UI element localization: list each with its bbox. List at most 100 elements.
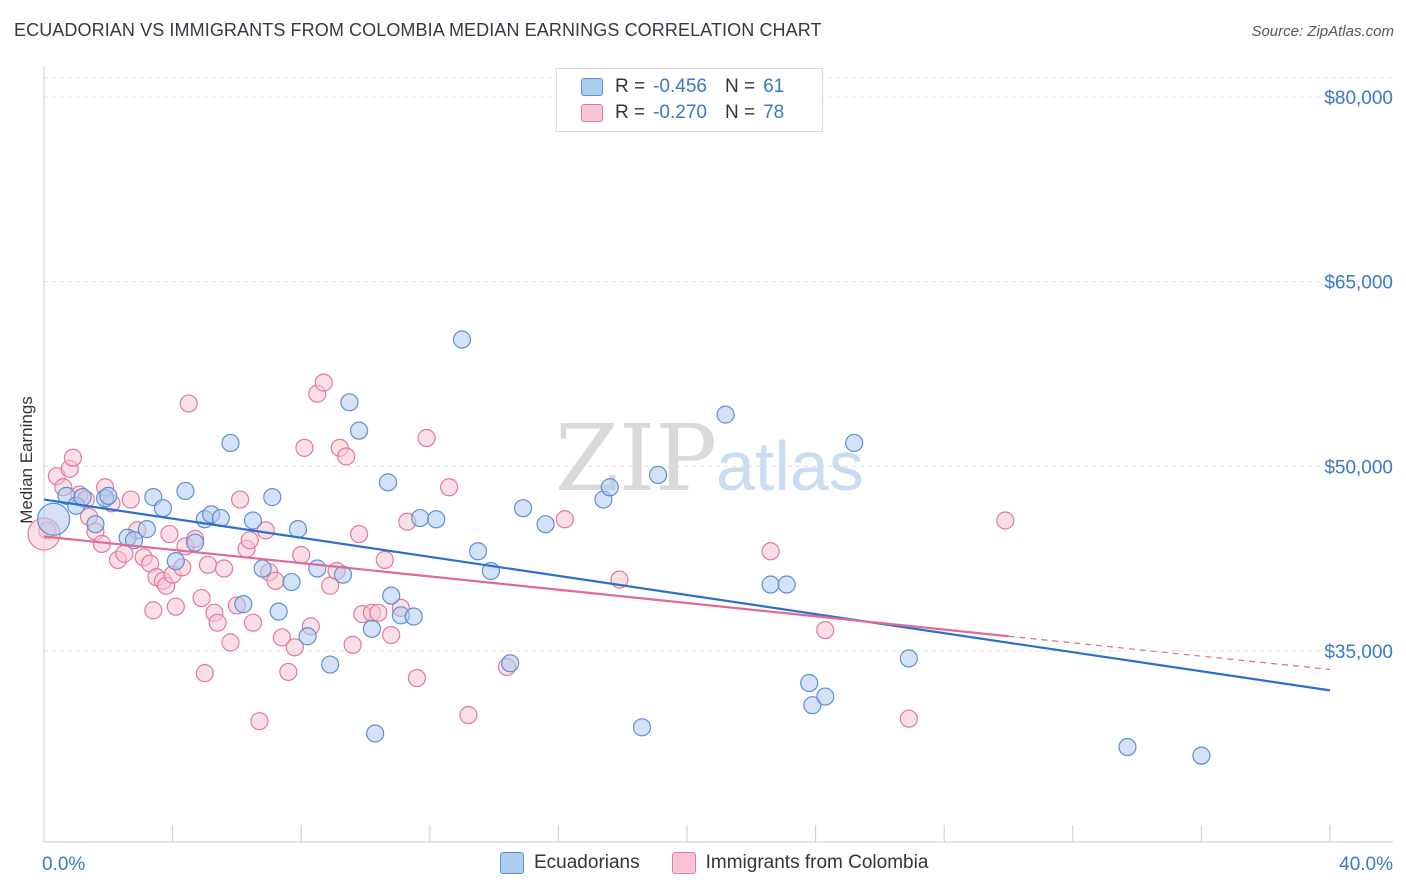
ecuadorian-point [501,654,520,673]
ecuadorian-point [308,559,327,578]
colombia-point [337,447,356,466]
series-legend: Ecuadorians Immigrants from Colombia [500,852,960,874]
ecuadorian-point [648,465,668,485]
legend-item-ecuadorians[interactable]: Ecuadorians [500,852,640,874]
ecuadorian-point [411,508,430,528]
colombia-point [292,545,311,565]
legend-r-label: R = [615,76,646,97]
colombia-point [192,588,211,608]
legend-n-value: 61 [763,76,785,97]
colombia-point [439,478,459,497]
ecuadorian-point [321,655,340,674]
ecuadorian-point [427,510,446,529]
ecuadorian-point [288,520,308,539]
colombia-point [349,524,369,544]
colombia-point [761,542,780,561]
ecuadorian-point [73,488,92,507]
ecuadorian-point [153,499,173,518]
ecuadorian-point [166,552,185,571]
legend-swatch-blue [500,852,524,874]
legend-swatch-pink [671,852,696,874]
x-tick-label: 0.0% [42,854,85,875]
ecuadorian-point [777,575,796,594]
axes [43,66,1393,843]
colombia-point [417,428,436,448]
ecuadorian-point [298,627,317,646]
legend-item-colombia[interactable]: Immigrants from Colombia [671,852,929,874]
legend-r-value: -0.270 [653,102,707,123]
ecuadorian-point [243,511,263,530]
y-tick-label: $80,000 [1324,88,1393,109]
ecuadorian-point [816,687,835,706]
colombia-point [214,559,234,578]
colombia-point [221,633,240,652]
ecuadorian-point [234,595,253,614]
legend-row-colombia: R = -0.270 N = 78 [581,101,784,125]
colombia-point [166,597,185,616]
chart-title: ECUADORIAN VS IMMIGRANTS FROM COLOMBIA M… [14,20,822,40]
legend-swatch-pink [581,104,603,122]
colombia-point [144,601,163,620]
colombia-point [295,438,314,457]
colombia-point [240,531,259,550]
colombia-point [343,635,362,654]
watermark: ZIP atlas [555,405,864,512]
colombia-point [250,712,269,731]
legend-swatch-blue [581,78,603,96]
colombia-trend-line [43,535,1009,638]
ecuadorian-point [803,696,822,715]
ecuadorian-point [269,602,288,621]
colombia-trend-extension [1008,635,1331,671]
colombia-point [231,490,250,509]
ecuadorian-point [333,565,353,584]
ecuadorian-point [452,330,472,349]
watermark-zip: ZIP [555,405,717,512]
ecuadorian-point [282,572,301,592]
legend-row-ecuadorians: R = -0.456 N = 61 [581,75,784,99]
ecuadorian-point [1118,737,1137,757]
colombia-point [195,664,214,683]
colombia-point [272,628,292,647]
axis-labels: $80,000 $65,000 $50,000 $35,000 0.0% 40.0% Med… [17,88,1393,875]
ecuadorian-point [37,502,71,536]
colombia-point [382,625,401,645]
colombia-point [555,510,574,529]
series-colombia-points [27,373,1015,731]
ecuadorian-point [716,405,735,424]
ecuadorian-point [86,515,105,534]
ecuadorian-point [366,724,385,743]
ecuadorian-point [899,649,918,668]
colombia-point [375,550,394,569]
colombia-point [208,613,227,632]
colombia-point [198,555,218,574]
legend-n-label: N = [724,76,756,97]
ecuadorian-point [800,673,819,693]
correlation-legend: R = -0.456 N = 61 R = -0.270 N = 78 [556,68,823,132]
ecuadorian-point [176,481,195,501]
y-tick-label: $50,000 [1324,457,1393,478]
y-tick-label: $35,000 [1324,642,1393,663]
ecuadorian-point [378,473,398,492]
ecuadorian-point [468,542,488,561]
watermark-atlas: atlas [716,427,864,505]
ecuadorian-point [362,619,382,638]
colombia-point [179,394,198,413]
y-tick-label: $65,000 [1324,273,1393,294]
legend-n-value: 78 [763,102,785,123]
ecuadorian-point [761,575,780,594]
colombia-point [121,490,140,509]
legend-label: Immigrants from Colombia [705,852,929,873]
ecuadorian-point [845,433,864,453]
colombia-point [996,511,1015,530]
ecuadorian-point [513,499,533,518]
ecuadorian-point [253,559,272,578]
ecuadorian-point [404,607,423,626]
series-ecuadorian-points [37,330,1211,765]
colombia-point [816,620,835,640]
legend-label: Ecuadorians [534,852,640,873]
colombia-point [459,705,478,725]
ecuadorian-point [137,520,156,539]
legend-r-label: R = [615,102,646,123]
ecuadorian-point [99,486,118,505]
gridlines [44,77,1393,652]
